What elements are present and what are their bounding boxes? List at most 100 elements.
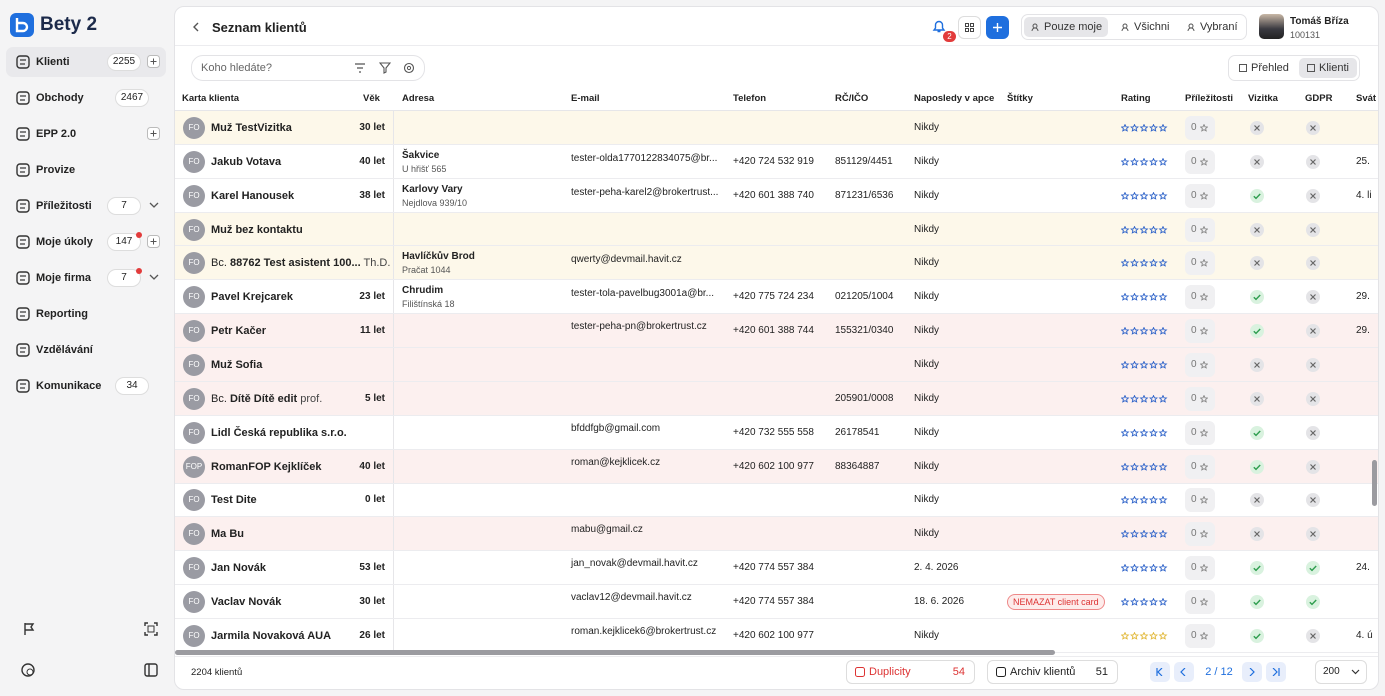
nav-item[interactable]: Komunikace 34 [6, 371, 166, 401]
nav-plus[interactable] [147, 235, 160, 248]
back-button[interactable] [192, 22, 200, 32]
table-row[interactable]: FO Petr Kačer 11 let tester-peha-pn@brokert… [175, 314, 1378, 349]
column-header[interactable]: Telefon [733, 93, 767, 104]
rating[interactable] [1121, 123, 1168, 132]
rating[interactable] [1121, 631, 1168, 640]
column-header[interactable]: RČ/IČO [835, 93, 869, 104]
view-button[interactable]: Přehled [1231, 58, 1295, 78]
rating[interactable] [1121, 225, 1168, 234]
rating[interactable] [1121, 530, 1168, 539]
opportunities[interactable]: 0 [1185, 488, 1215, 513]
bell-icon[interactable] [932, 19, 946, 33]
table-row[interactable]: FO Jan Novák 53 let jan_novak@devmail.havit… [175, 551, 1378, 586]
opportunities[interactable]: 0 [1185, 251, 1215, 276]
table-row[interactable]: FO Muž TestVizitka 30 let Nikdy 0 [175, 111, 1378, 145]
nav-item[interactable]: Klienti 2255 [6, 47, 166, 77]
nav-item[interactable]: Příležitosti 7 [6, 191, 166, 221]
table-row[interactable]: FO Vaclav Novák 30 let vaclav12@devmail.hav… [175, 585, 1378, 620]
opportunities[interactable]: 0 [1185, 115, 1215, 140]
opportunities[interactable]: 0 [1185, 522, 1215, 547]
table-row[interactable]: FO Karel Hanousek 38 let Karlovy Vary Nejdlo… [175, 178, 1378, 213]
rating[interactable] [1121, 191, 1168, 200]
table-row[interactable]: FO Ma Bu mabu@gmail.cz Nikdy 0 [175, 517, 1378, 552]
column-header[interactable]: Naposledy v apce [914, 93, 995, 104]
collapse-icon[interactable] [144, 663, 158, 677]
table-row[interactable]: FO Pavel Krejcarek 23 let Chrudim Filištínsk… [175, 280, 1378, 315]
rating[interactable] [1121, 598, 1168, 606]
archive-button[interactable]: Archiv klientů 51 [987, 660, 1118, 684]
rating[interactable] [1121, 327, 1168, 335]
page-size[interactable]: 200 [1315, 660, 1367, 684]
column-header[interactable]: Vizitka [1248, 93, 1278, 104]
settings-icon[interactable] [403, 62, 415, 74]
opportunities[interactable]: 0 [1185, 217, 1215, 242]
table-row[interactable]: FO Jakub Votava 40 let Šakvice U hřišť 565 te… [175, 144, 1378, 179]
flag-icon[interactable] [23, 622, 36, 636]
nav-plus[interactable] [147, 127, 160, 140]
opportunities[interactable]: 0 [1185, 285, 1215, 310]
column-header[interactable]: Adresa [402, 93, 435, 104]
opportunities[interactable]: 0 [1185, 556, 1215, 581]
filter-button[interactable]: Pouze moje [1024, 17, 1108, 37]
nav-item[interactable]: Vzdělávání [6, 335, 166, 365]
opportunities[interactable]: 0 [1185, 386, 1215, 411]
help-icon[interactable] [21, 663, 35, 677]
view-button[interactable]: Klienti [1299, 58, 1357, 78]
page-button[interactable] [1150, 662, 1170, 682]
rating[interactable] [1121, 293, 1168, 302]
table-row[interactable]: FO Bc. 88762 Test asistent 100... Th.D. Ha… [175, 246, 1378, 281]
nav-chevron[interactable] [149, 273, 159, 281]
table-row[interactable]: FO Lidl Česká republika s.r.o. bfddfgb@gma… [175, 415, 1378, 450]
opportunities[interactable]: 0 [1185, 319, 1215, 344]
opportunities[interactable]: 0 [1185, 454, 1215, 479]
table-row[interactable]: FO Muž bez kontaktu Nikdy 0 [175, 212, 1378, 247]
opportunities[interactable]: 0 [1185, 183, 1215, 208]
rating[interactable] [1121, 564, 1168, 573]
nav-plus[interactable] [147, 55, 160, 68]
nav-chevron[interactable] [149, 201, 159, 209]
table-row[interactable]: FO Muž Sofia Nikdy 0 [175, 348, 1378, 382]
rating[interactable] [1121, 259, 1168, 268]
opportunities[interactable]: 0 [1185, 590, 1215, 615]
rating[interactable] [1121, 428, 1168, 437]
search-box[interactable]: Koho hledáte? [191, 55, 425, 81]
opportunities[interactable]: 0 [1185, 353, 1215, 377]
rating[interactable] [1121, 496, 1168, 505]
rating[interactable] [1121, 394, 1168, 403]
page-button[interactable] [1242, 662, 1262, 682]
rating[interactable] [1121, 157, 1168, 166]
filter-button[interactable]: Všichni [1114, 17, 1176, 37]
grid-button[interactable] [958, 16, 981, 39]
column-header[interactable]: Věk [363, 93, 380, 104]
nav-item[interactable]: EPP 2.0 [6, 119, 166, 149]
column-header[interactable]: Příležitosti [1185, 93, 1234, 104]
column-header[interactable]: Svát [1356, 93, 1377, 104]
filter-button[interactable]: Vybraní [1180, 17, 1242, 37]
page-button[interactable] [1266, 662, 1286, 682]
sort-icon[interactable] [355, 63, 365, 73]
nav-item[interactable]: Moje úkoly 147 [6, 227, 166, 257]
column-header[interactable]: Štítky [1007, 93, 1033, 104]
rating[interactable] [1121, 361, 1168, 369]
column-header[interactable]: GDPR [1305, 93, 1333, 104]
duplicates-button[interactable]: Duplicity 54 [846, 660, 975, 684]
page-button[interactable] [1174, 662, 1194, 682]
opportunities[interactable]: 0 [1185, 149, 1215, 174]
table-row[interactable]: FO Bc. Dítě Dítě edit prof. 5 let 205901/00… [175, 381, 1378, 416]
column-header[interactable]: Karta klienta [182, 93, 240, 104]
table-row[interactable]: FOP RomanFOP Kejklíček 40 let roman@kejklic… [175, 449, 1378, 484]
scan-icon[interactable] [144, 622, 158, 636]
opportunities[interactable]: 0 [1185, 623, 1215, 648]
opportunities[interactable]: 0 [1185, 420, 1215, 445]
column-header[interactable]: Rating [1121, 93, 1151, 104]
rating[interactable] [1121, 462, 1168, 471]
funnel-icon[interactable] [379, 62, 391, 74]
nav-item[interactable]: Reporting [6, 299, 166, 329]
nav-item[interactable]: Obchody 2467 [6, 83, 166, 113]
column-header[interactable]: E-mail [571, 93, 600, 104]
nav-item[interactable]: Provize [6, 155, 166, 185]
table-row[interactable]: FO Jarmila Novaková AUA 26 let roman.kejkli… [175, 619, 1378, 653]
table-row[interactable]: FO Test Dite 0 let Nikdy 0 [175, 483, 1378, 518]
user-photo[interactable] [1259, 14, 1284, 39]
nav-item[interactable]: Moje firma 7 [6, 263, 166, 293]
